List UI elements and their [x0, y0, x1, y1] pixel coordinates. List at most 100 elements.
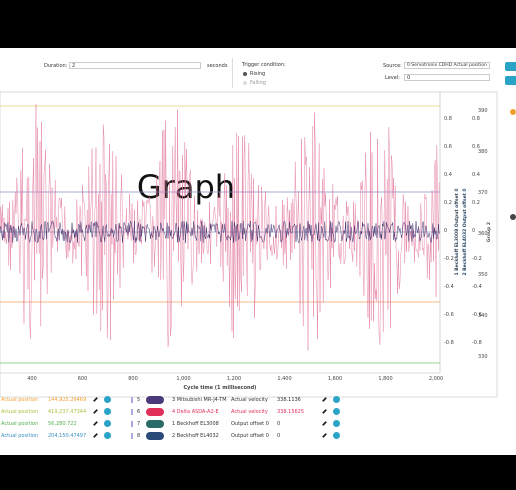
channel-name: Actual position — [1, 409, 39, 415]
x-tick-label: 400 — [27, 376, 37, 382]
y-tick-label: 0 — [472, 228, 475, 234]
toggle-icon[interactable] — [104, 408, 111, 415]
y-tick-label: 330 — [478, 354, 488, 360]
x-tick-label: 800 — [128, 376, 138, 382]
y-tick-label: 0.8 — [444, 116, 452, 122]
radio-label[interactable]: Falling — [250, 80, 266, 86]
y-axis-title: 1 Beckhoff EL3008 Output offset 0 — [454, 188, 460, 275]
device-name: 2 Beckhoff EL4032 — [172, 433, 219, 439]
toggle-icon[interactable] — [333, 396, 340, 403]
y-tick-label: -0.4 — [444, 284, 454, 290]
button[interactable] — [505, 62, 516, 71]
color-chip — [131, 421, 133, 427]
device-name: 3 Mitsubishi MR-J4-TM — [172, 397, 227, 403]
channel-index: 5 — [137, 397, 141, 403]
button[interactable] — [505, 76, 516, 85]
channel-value: 144,925.26469 — [48, 397, 87, 403]
channel-name: Actual position — [1, 433, 39, 439]
y-tick-label: 380 — [478, 149, 488, 155]
channel-index: 6 — [137, 409, 141, 415]
level-label: Level: — [385, 75, 400, 81]
y-tick-label: 360 — [478, 231, 488, 237]
color-chip — [131, 409, 133, 415]
signal — [0, 220, 440, 244]
toggle-icon[interactable] — [104, 420, 111, 427]
channel-index: 7 — [137, 421, 141, 427]
y-tick-label: -0.2 — [472, 256, 482, 262]
device-name: 4 Delta ASDA-A2-E — [172, 409, 219, 415]
y-tick-label: -0.8 — [444, 340, 454, 346]
color-chip — [131, 433, 133, 439]
toggle-icon[interactable] — [333, 432, 340, 439]
y-tick-label: -0.8 — [472, 340, 482, 346]
switch[interactable] — [146, 432, 164, 440]
toggle-icon[interactable] — [333, 420, 340, 427]
app-panel: Duration: 2 seconds Trigger condition: R… — [0, 48, 516, 455]
graph-frame — [0, 91, 498, 398]
y-tick-label: 0.4 — [444, 172, 452, 178]
y-tick-label: -0.6 — [444, 312, 454, 318]
y-tick-label: 370 — [478, 190, 488, 196]
y-tick-label: 0.6 — [472, 144, 480, 150]
y-tick-label: 0.4 — [472, 172, 480, 178]
y-tick-label: 390 — [478, 108, 488, 114]
y-tick-label: 0.8 — [472, 116, 480, 122]
x-tick-label: 1,200 — [227, 376, 241, 382]
side-panel — [500, 96, 516, 220]
channel-value: 204,150.47497 — [48, 433, 87, 439]
y-tick-label: 340 — [478, 313, 488, 319]
y-tick-label: -0.4 — [472, 284, 482, 290]
radio-selected[interactable] — [243, 72, 247, 76]
x-tick-label: 600 — [78, 376, 88, 382]
channel-name: Actual velocity — [231, 409, 268, 415]
duration-label: Duration: — [44, 63, 68, 69]
channel-name: Output offset 0 — [231, 421, 269, 427]
duration-input[interactable]: 2 — [69, 62, 201, 69]
color-chip — [131, 397, 133, 403]
divider — [232, 58, 233, 88]
y-tick-label: 0 — [444, 228, 447, 234]
channel-name: Actual velocity — [231, 397, 268, 403]
channel-index: 8 — [137, 433, 141, 439]
y-tick-label: 0.6 — [444, 144, 452, 150]
x-tick-label: 1,600 — [328, 376, 342, 382]
source-select[interactable]: 0 Servotronix CDHD Actual position — [404, 62, 490, 69]
y-tick-label: 350 — [478, 272, 488, 278]
y-tick-label: 0.2 — [472, 200, 480, 206]
radio[interactable] — [243, 81, 247, 85]
channel-name: Actual position — [1, 421, 39, 427]
y-axis-title: Group 2 — [486, 222, 492, 242]
channel-value: 338.1136 — [277, 397, 301, 403]
channel-name: Output offset 0 — [231, 433, 269, 439]
channel-name: Actual position — [1, 397, 39, 403]
y-axis-title: 2 Beckhoff EL4032 Output offset 0 — [462, 188, 468, 275]
trigger-label: Trigger condition: — [242, 62, 286, 68]
x-tick-label: 1,800 — [378, 376, 392, 382]
device-name: 1 Beckhoff EL3008 — [172, 421, 219, 427]
duration-unit: seconds — [207, 63, 228, 69]
signal — [0, 104, 440, 351]
channel-value: 338.15625 — [277, 409, 305, 415]
x-axis-label: Cycle time (1 millisecond) — [184, 385, 257, 391]
graph: Graph Cycle time (1 millisecond) 400 600 8… — [0, 91, 498, 398]
channel-value: 0 — [277, 433, 281, 439]
source-label: Source: — [383, 63, 402, 69]
x-tick-label: 1,400 — [277, 376, 291, 382]
x-tick-label: 1,000 — [176, 376, 190, 382]
channel-value: 419,237.47344 — [48, 409, 87, 415]
switch[interactable] — [146, 408, 164, 416]
toggle-icon[interactable] — [104, 432, 111, 439]
y-tick-label: -0.2 — [444, 256, 454, 262]
switch[interactable] — [146, 420, 164, 428]
channel-value: 0 — [277, 421, 281, 427]
radio-label[interactable]: Rising — [250, 71, 266, 77]
switch[interactable] — [146, 396, 164, 404]
channel-value: 56,280.722 — [48, 421, 77, 427]
toggle-icon[interactable] — [333, 408, 340, 415]
y-tick-label: -0.6 — [472, 312, 482, 318]
toggle-icon[interactable] — [104, 396, 111, 403]
x-tick-label: 2,000 — [429, 376, 443, 382]
level-input[interactable]: 0 — [404, 74, 490, 81]
y-tick-label: 0.2 — [444, 200, 452, 206]
